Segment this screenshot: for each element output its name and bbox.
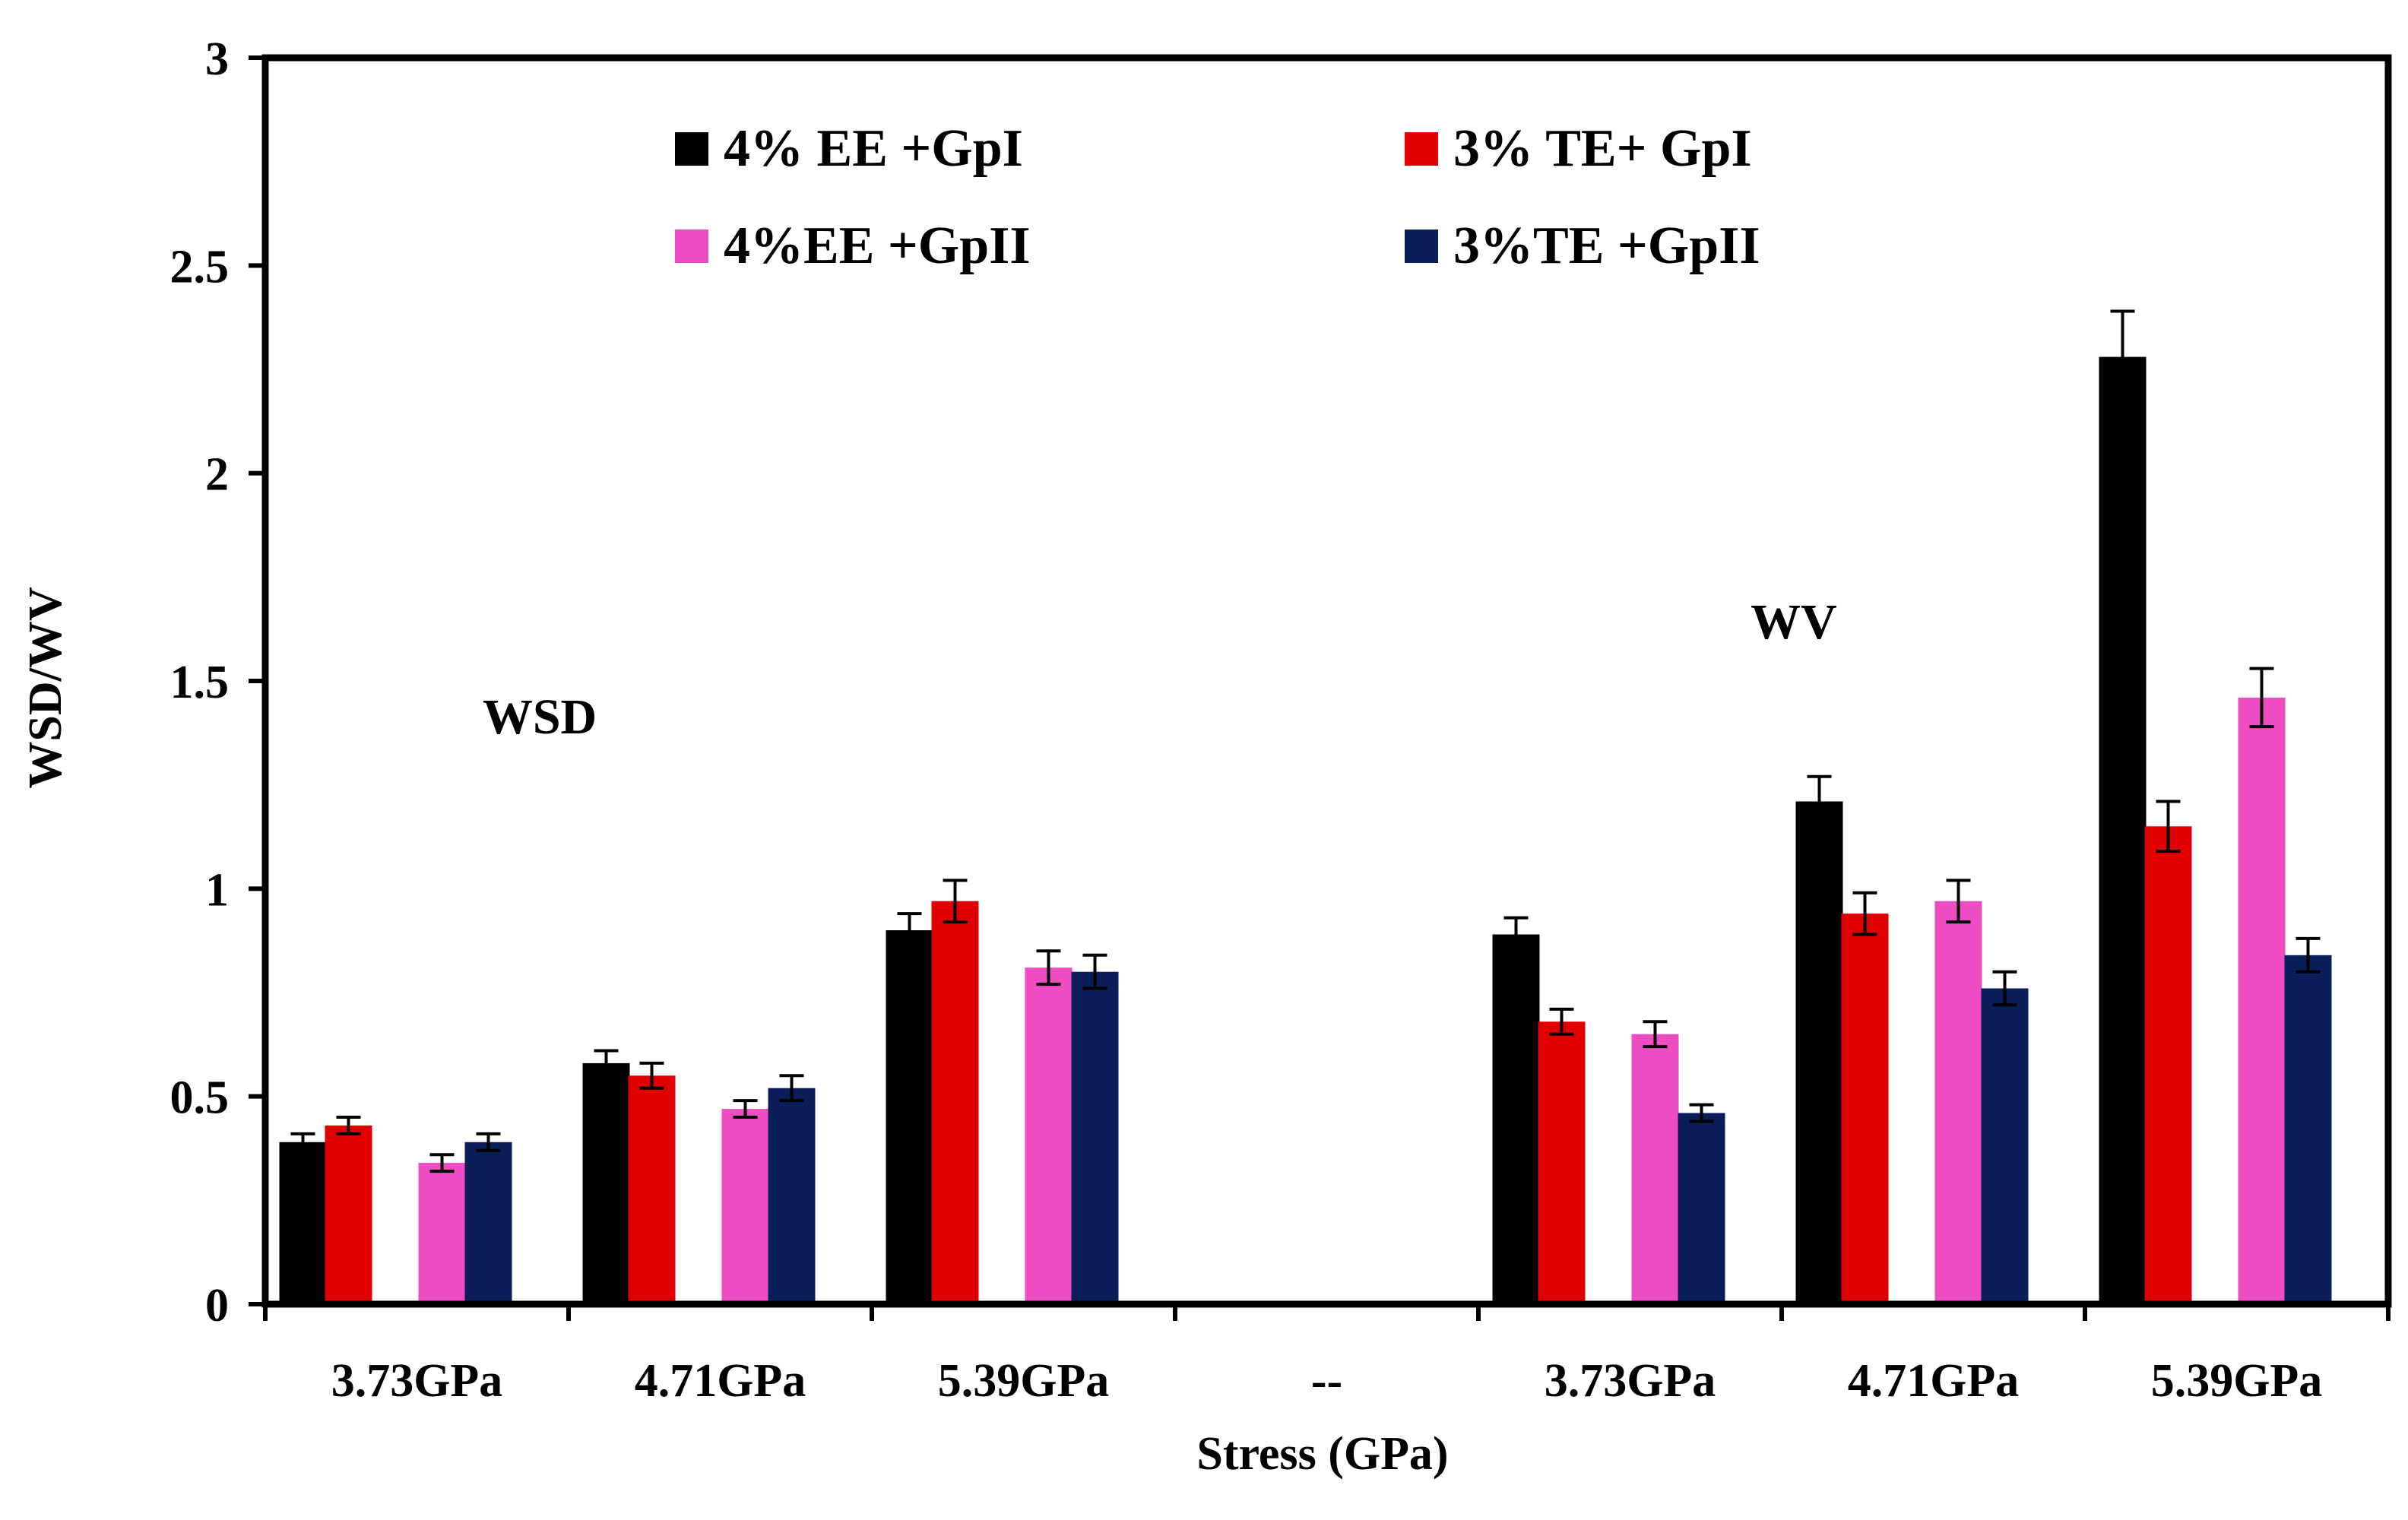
bar-s0-c5 <box>1795 801 1843 1304</box>
y-tick-label-5: 2.5 <box>170 241 230 293</box>
x-tick-label-4: 3.73GPa <box>1545 1355 1716 1407</box>
bar-s1-c6 <box>2144 826 2192 1304</box>
y-tick-label-0: 0 <box>205 1280 229 1332</box>
y-axis-label: WSD/WV <box>20 587 71 788</box>
legend-label-1: 3% TE+ GpI <box>1453 119 1752 178</box>
bar-s3-c1 <box>768 1088 816 1304</box>
y-tick-label-1: 0.5 <box>170 1072 230 1124</box>
x-tick-label-0: 3.73GPa <box>331 1355 503 1407</box>
group-label-wv: WV <box>1751 594 1837 650</box>
bar-s1-c5 <box>1841 914 1889 1304</box>
bar-s2-c0 <box>418 1163 466 1304</box>
bar-s0-c4 <box>1492 934 1540 1304</box>
bar-s1-c2 <box>931 901 979 1304</box>
bar-s1-c4 <box>1538 1021 1586 1304</box>
bar-s2-c2 <box>1025 967 1073 1304</box>
x-tick-label-3: -- <box>1311 1355 1342 1407</box>
y-tick-label-2: 1 <box>205 864 229 916</box>
x-tick-label-2: 5.39GPa <box>938 1355 1110 1407</box>
legend-label-0: 4% EE +GpI <box>724 119 1023 178</box>
legend-swatch-2 <box>675 230 708 263</box>
bar-s3-c2 <box>1071 971 1119 1304</box>
error-bars-layer <box>290 309 2321 1173</box>
legend-label-2: 4%EE +GpII <box>724 217 1031 275</box>
x-tick-label-1: 4.71GPa <box>635 1355 806 1407</box>
y-ticks-layer: 0 0.5 1 1.5 2 2.5 3 <box>170 33 265 1332</box>
bar-s3-c0 <box>464 1142 512 1304</box>
bar-s2-c1 <box>721 1109 769 1304</box>
y-tick-label-4: 2 <box>205 449 229 501</box>
x-tick-label-6: 5.39GPa <box>2151 1355 2323 1407</box>
x-ticks-layer: 3.73GPa 4.71GPa 5.39GPa -- 3.73GPa 4.71GPa 5.3… <box>263 1304 2391 1407</box>
bar-s3-c5 <box>1981 988 2029 1304</box>
x-axis-label: Stress (GPa) <box>1196 1428 1448 1480</box>
bar-s3-c6 <box>2284 955 2332 1304</box>
y-tick-label-6: 3 <box>205 33 229 85</box>
bars-layer <box>279 356 2332 1305</box>
bar-s0-c6 <box>2099 356 2147 1305</box>
bar-s1-c0 <box>325 1125 372 1304</box>
legend-swatch-3 <box>1405 230 1438 263</box>
bar-s2-c5 <box>1934 901 1982 1304</box>
bar-s1-c1 <box>628 1075 676 1304</box>
legend-swatch-1 <box>1405 132 1438 166</box>
bar-s0-c1 <box>582 1062 630 1304</box>
x-tick-label-5: 4.71GPa <box>1848 1355 2020 1407</box>
legend-swatch-0 <box>675 132 708 166</box>
bar-s0-c0 <box>279 1142 327 1304</box>
legend: 4% EE +GpI 3% TE+ GpI 4%EE +GpII 3%TE +GpII <box>675 119 1760 275</box>
bar-s3-c4 <box>1678 1113 1725 1304</box>
group-label-wsd: WSD <box>483 689 597 745</box>
bar-s2-c6 <box>2238 697 2286 1304</box>
y-tick-label-3: 1.5 <box>170 657 230 708</box>
legend-label-3: 3%TE +GpII <box>1453 217 1760 275</box>
bar-s0-c2 <box>886 930 933 1304</box>
bar-s2-c4 <box>1631 1034 1679 1304</box>
